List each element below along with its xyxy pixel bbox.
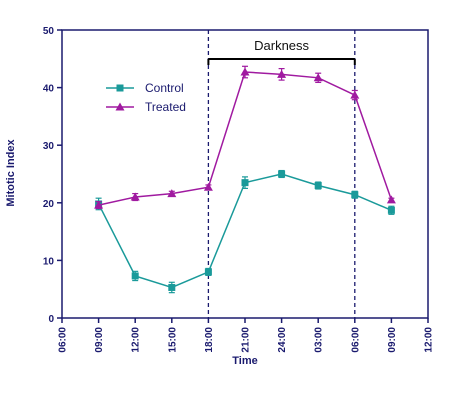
x-tick-label: 15:00 <box>167 327 178 353</box>
data-point <box>240 67 250 76</box>
x-tick-label: 24:00 <box>277 327 288 353</box>
x-axis-title: Time <box>232 355 257 367</box>
y-tick-label: 30 <box>43 141 55 152</box>
data-point <box>351 191 359 199</box>
x-tick-label: 12:00 <box>131 327 142 353</box>
legend-label: Treated <box>145 100 186 114</box>
y-axis-title: Mitotic Index <box>5 139 17 207</box>
x-tick-label: 06:00 <box>58 327 69 353</box>
y-tick-label: 10 <box>43 256 55 267</box>
x-tick-label: 09:00 <box>387 327 398 353</box>
x-tick-label: 18:00 <box>204 327 215 353</box>
data-point <box>94 200 104 209</box>
data-point <box>314 182 322 190</box>
data-point <box>386 195 396 204</box>
x-tick-label: 09:00 <box>94 327 105 353</box>
x-tick-label: 03:00 <box>314 327 325 353</box>
darkness-label: Darkness <box>254 38 309 53</box>
legend: Control Treated <box>106 81 186 114</box>
data-point <box>130 192 140 201</box>
series-layer <box>94 65 396 294</box>
data-point <box>241 179 249 187</box>
data-point <box>277 69 287 78</box>
data-point <box>313 73 323 82</box>
data-point <box>203 182 213 191</box>
legend-label: Control <box>145 81 184 95</box>
x-tick-label: 06:00 <box>350 327 361 353</box>
x-tick-label: 12:00 <box>424 327 435 353</box>
data-point <box>350 90 360 99</box>
series-treated <box>94 65 396 210</box>
axes: 0 10 20 30 40 50 06:00 09:00 12:00 15:00 18:00 21:0… <box>43 26 435 353</box>
data-point <box>167 189 177 198</box>
y-tick-label: 50 <box>43 26 55 37</box>
data-point <box>387 206 395 214</box>
data-point <box>204 268 212 276</box>
data-point <box>131 272 139 280</box>
y-tick-label: 0 <box>48 314 54 325</box>
x-tick-label: 21:00 <box>241 327 252 353</box>
legend-marker <box>115 102 125 111</box>
legend-marker <box>116 84 124 92</box>
data-point <box>168 283 176 291</box>
series-control <box>95 169 395 294</box>
y-tick-label: 40 <box>43 84 55 95</box>
data-point <box>278 170 286 178</box>
y-tick-label: 20 <box>43 199 55 210</box>
